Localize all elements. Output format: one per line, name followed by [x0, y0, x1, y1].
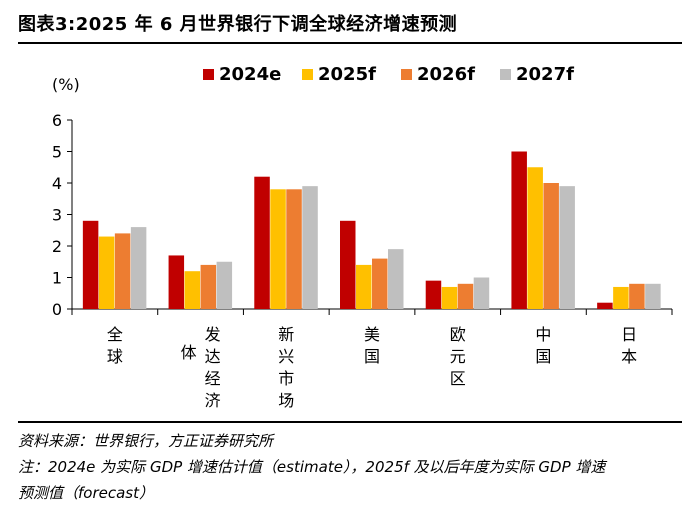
legend-label-2026f: 2026f: [417, 64, 475, 85]
bar-2025f-1: [98, 236, 115, 309]
x-category-label-char: 新: [278, 325, 294, 344]
legend-swatch-2027f: [500, 69, 511, 80]
x-category-label-char: 全: [107, 325, 123, 344]
x-category-label-char: 达: [205, 347, 221, 366]
x-category-label-char: 美: [364, 325, 380, 344]
bar-2027f-2: [216, 261, 233, 309]
x-category-label-char: 中: [535, 325, 551, 344]
bar-2025f-3: [270, 189, 286, 309]
y-tick-label: 5: [52, 143, 62, 162]
bar-2025f-6: [527, 167, 543, 309]
bar-2026f-1: [114, 233, 131, 309]
bar-2024e-3: [254, 176, 270, 309]
bar-2027f-6: [559, 186, 575, 309]
x-category-label-char: 经: [205, 369, 221, 388]
bar-2026f-6: [543, 183, 559, 309]
y-tick-label: 3: [52, 206, 62, 225]
legend-label-2024e: 2024e: [219, 64, 281, 85]
bar-2025f-2: [184, 271, 201, 309]
x-category-label-char: 兴: [278, 347, 294, 366]
bar-2025f-5: [441, 286, 458, 309]
bottom-rule: [18, 421, 682, 423]
x-category-label-char: 区: [450, 369, 466, 388]
legend-swatch-2025f: [302, 69, 313, 80]
x-category-label-char: 国: [535, 347, 551, 366]
bar-2024e-5: [425, 280, 442, 309]
x-category-label-char: 元: [450, 347, 466, 366]
legend-label-2025f: 2025f: [318, 64, 376, 85]
source-note: 资料来源：世界银行，方正证券研究所: [18, 432, 274, 450]
bar-2027f-3: [302, 186, 318, 309]
bar-2025f-7: [613, 286, 629, 309]
x-category-label-char: 市: [278, 369, 294, 388]
footer: 资料来源：世界银行，方正证券研究所 注：2024e 为实际 GDP 增速估计值（…: [18, 428, 682, 506]
footnote-line-1: 注：2024e 为实际 GDP 增速估计值（estimate），2025f 及以…: [18, 458, 606, 476]
x-category-label-char: 球: [107, 347, 123, 366]
y-tick-label: 0: [52, 300, 62, 319]
bar-2024e-7: [597, 302, 613, 309]
x-category-label-char: 国: [364, 347, 380, 366]
bar-2026f-3: [286, 189, 302, 309]
x-category-label-char: 发: [205, 325, 221, 344]
bar-2026f-7: [629, 283, 645, 309]
bar-2024e-1: [82, 220, 99, 309]
bar-2024e-4: [340, 220, 356, 309]
x-category-label-char: 本: [621, 347, 637, 366]
x-category-label-char: 场: [278, 391, 294, 410]
bar-2024e-2: [168, 255, 185, 309]
footnote-line-2: 预测值（forecast）: [18, 484, 154, 502]
x-category-label-char: 欧: [450, 325, 466, 344]
y-tick-label: 1: [52, 269, 62, 288]
bar-2026f-4: [372, 258, 388, 309]
x-category-label-char: 体: [181, 343, 197, 362]
bar-2027f-4: [388, 249, 404, 309]
y-tick-label: 4: [52, 174, 62, 193]
y-unit-label: (%): [52, 75, 80, 94]
bar-2024e-6: [511, 151, 527, 309]
chart-title: 图表3:2025 年 6 月世界银行下调全球经济增速预测: [18, 14, 458, 35]
x-category-label-char: 济: [205, 391, 221, 410]
bar-2025f-4: [356, 264, 372, 309]
bar-2026f-5: [457, 283, 474, 309]
bar-2027f-7: [645, 283, 661, 309]
bar-2027f-5: [473, 277, 490, 309]
y-tick-label: 6: [52, 111, 62, 130]
bar-2026f-2: [200, 264, 217, 309]
bar-2027f-1: [130, 227, 147, 309]
legend-swatch-2024e: [203, 69, 214, 80]
legend-swatch-2026f: [401, 69, 412, 80]
y-tick-label: 2: [52, 237, 62, 256]
top-rule: [18, 42, 682, 44]
x-category-label-char: 日: [621, 325, 637, 344]
legend-label-2027f: 2027f: [516, 64, 574, 85]
